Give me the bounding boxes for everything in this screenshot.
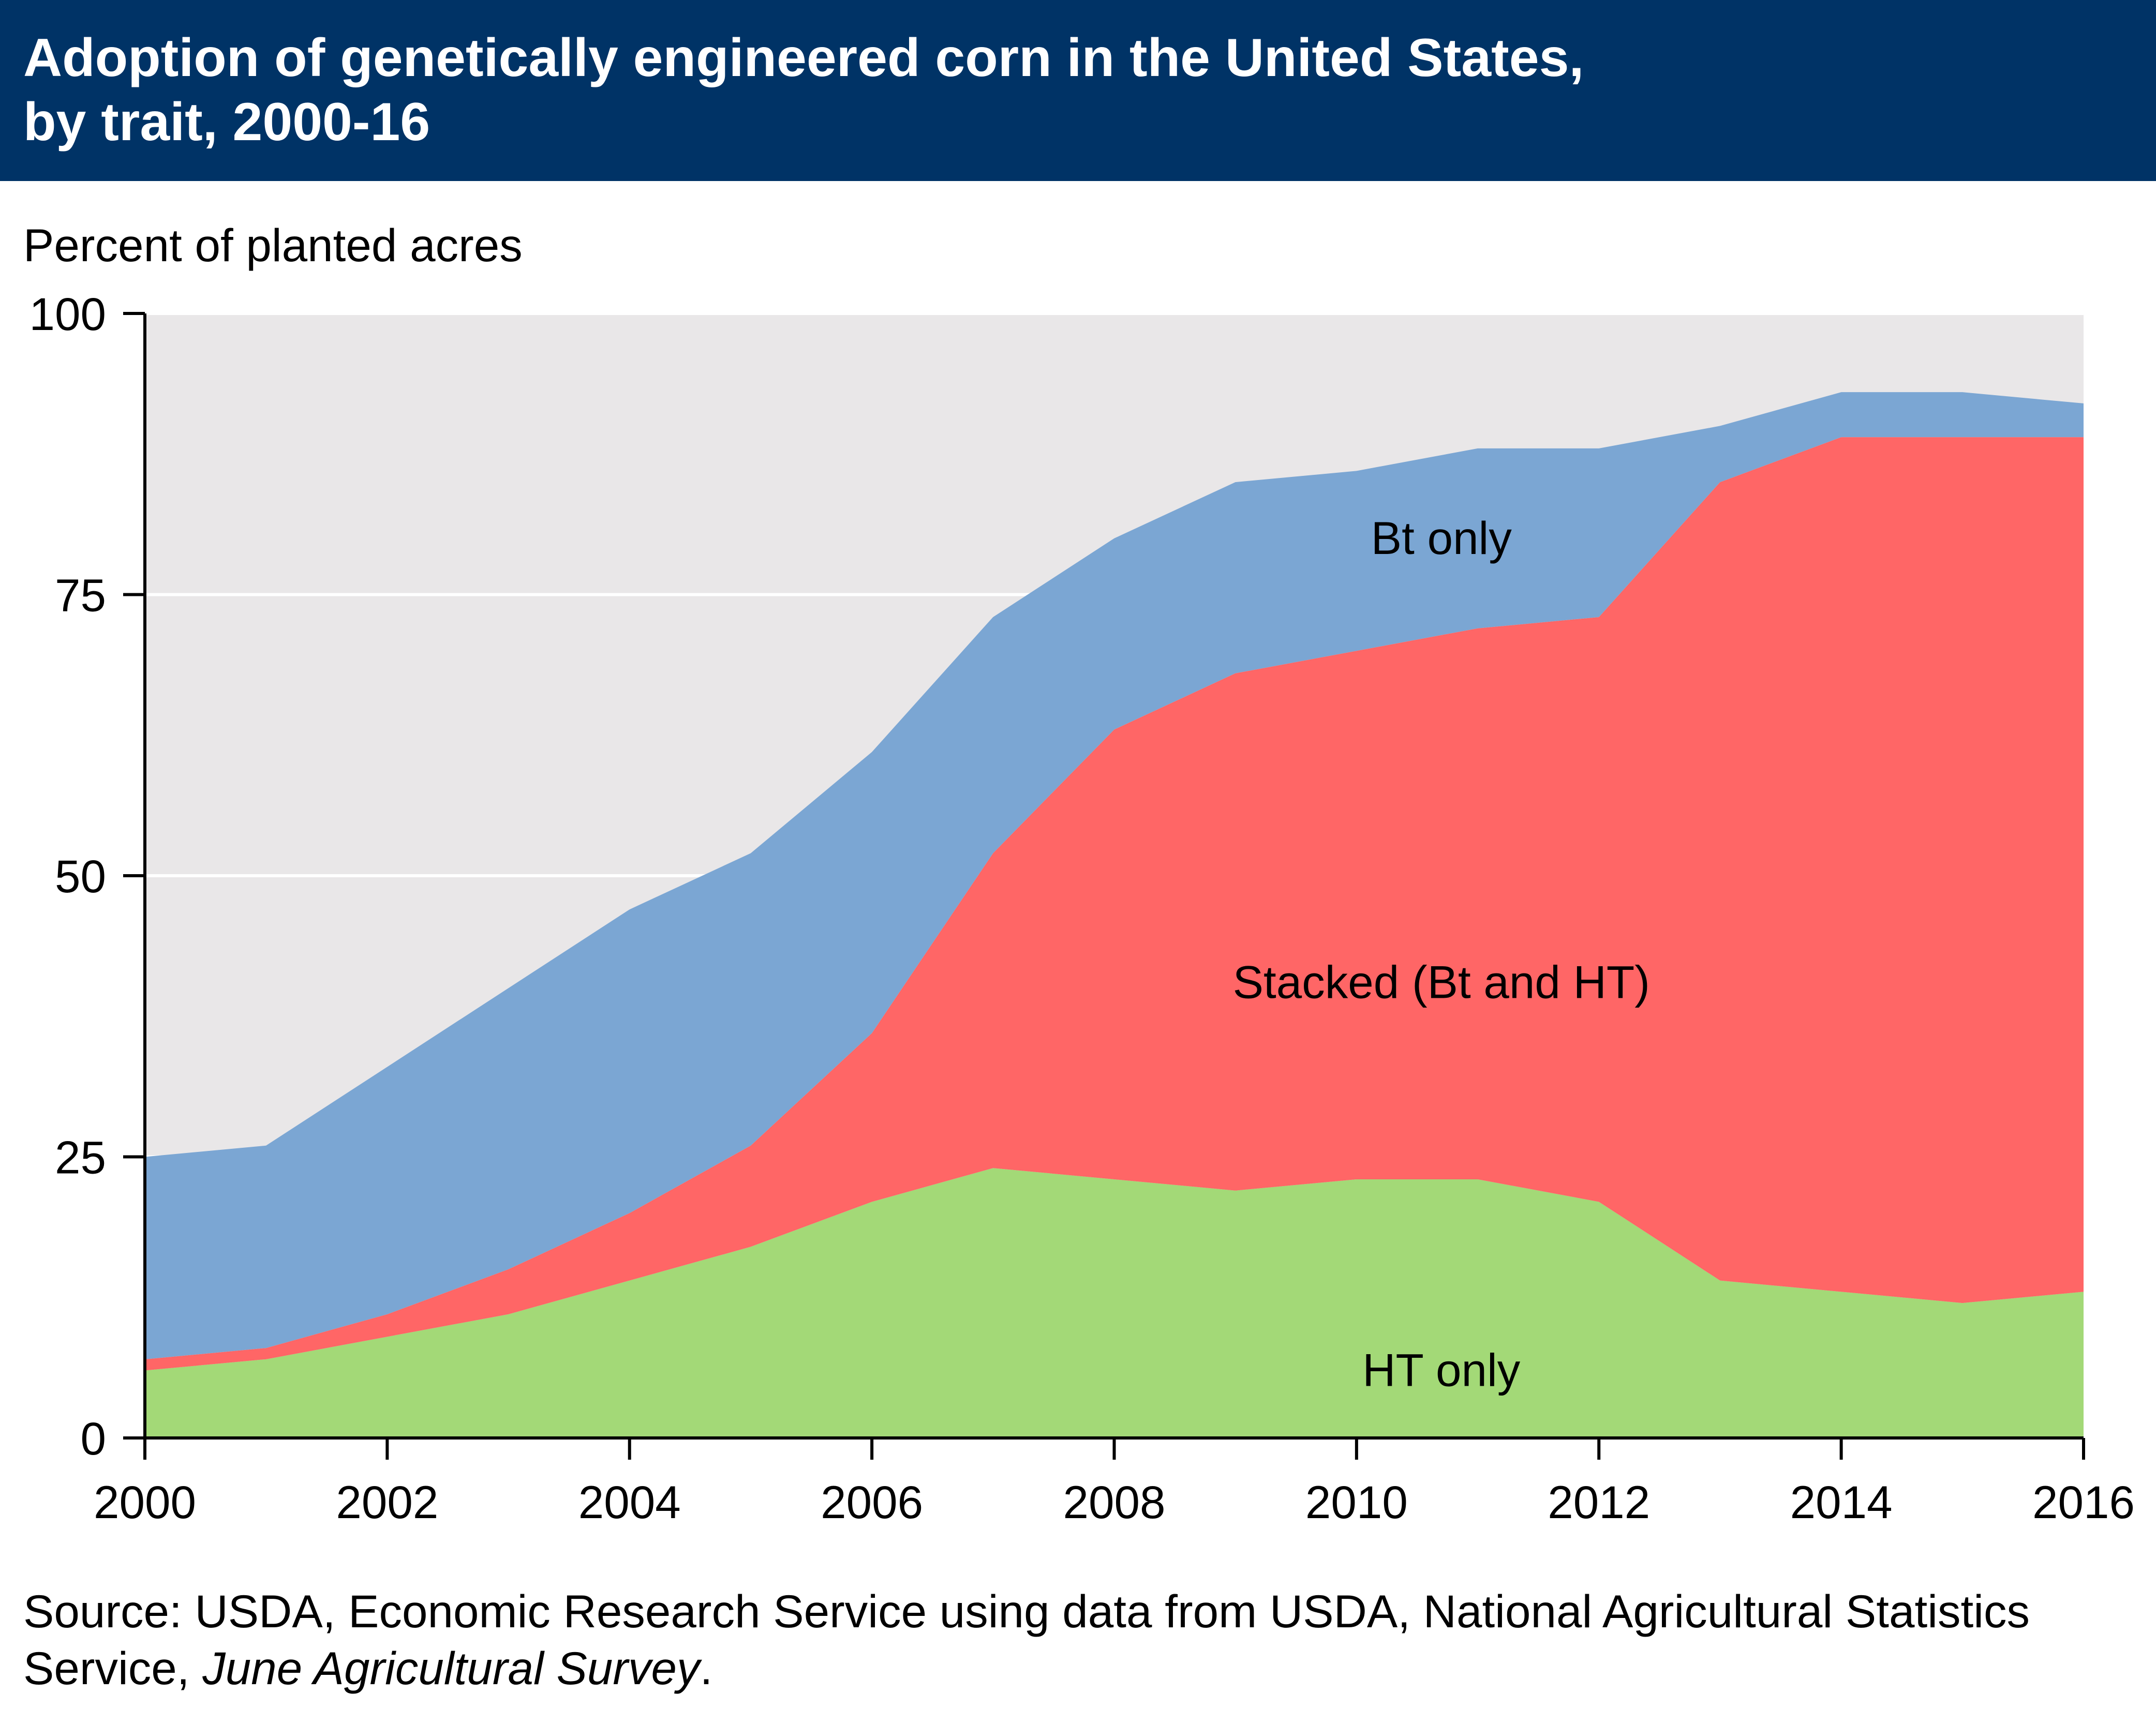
chart-title-line-1: Adoption of genetically engineered corn … [23, 28, 1584, 88]
y-tick-label-0: 0 [81, 1413, 107, 1464]
area-labels: HT only Stacked (Bt and HT) Bt only [1233, 512, 1650, 1396]
y-tick-label-50: 50 [55, 850, 106, 902]
x-tick-label-2008: 2008 [1063, 1476, 1166, 1528]
y-axis-title: Percent of planted acres [23, 219, 523, 271]
y-tick-label-75: 75 [55, 569, 106, 621]
x-tick-label-2014: 2014 [1790, 1476, 1893, 1528]
stacked-areas [145, 392, 2084, 1438]
chart-title-line-2: by trait, 2000-16 [23, 92, 430, 152]
area-label-ht-only: HT only [1362, 1344, 1521, 1396]
area-stacked-bt-and-ht [145, 437, 2084, 1371]
title-bar: Adoption of genetically engineered corn … [0, 0, 2156, 181]
x-tick-label-2010: 2010 [1305, 1476, 1408, 1528]
source-suffix: . [700, 1642, 713, 1694]
x-tick-label-2016: 2016 [2032, 1476, 2135, 1528]
x-tick-label-2012: 2012 [1548, 1476, 1650, 1528]
area-ht-only [145, 1168, 2084, 1438]
y-tick-label-100: 100 [29, 288, 107, 340]
source-note: Source: USDA, Economic Research Service … [23, 1583, 2134, 1697]
area-label-bt-only: Bt only [1371, 512, 1512, 564]
area-bt-only [145, 392, 2084, 1359]
x-tick-label-2004: 2004 [578, 1476, 681, 1528]
source-text: Source: USDA, Economic Research Service … [23, 1585, 2030, 1694]
x-tick-label-2002: 2002 [336, 1476, 438, 1528]
x-tick-label-2000: 2000 [94, 1476, 196, 1528]
source-survey-name: June Agricultural Survey [202, 1642, 700, 1694]
y-tick-label-25: 25 [55, 1132, 106, 1183]
x-tick-label-2006: 2006 [821, 1476, 923, 1528]
axes: 0 25 50 75 100 2000 2002 2004 2006 2008 2010 2012 20… [29, 288, 2135, 1528]
area-label-stacked-bt-and-ht: Stacked (Bt and HT) [1233, 956, 1650, 1008]
